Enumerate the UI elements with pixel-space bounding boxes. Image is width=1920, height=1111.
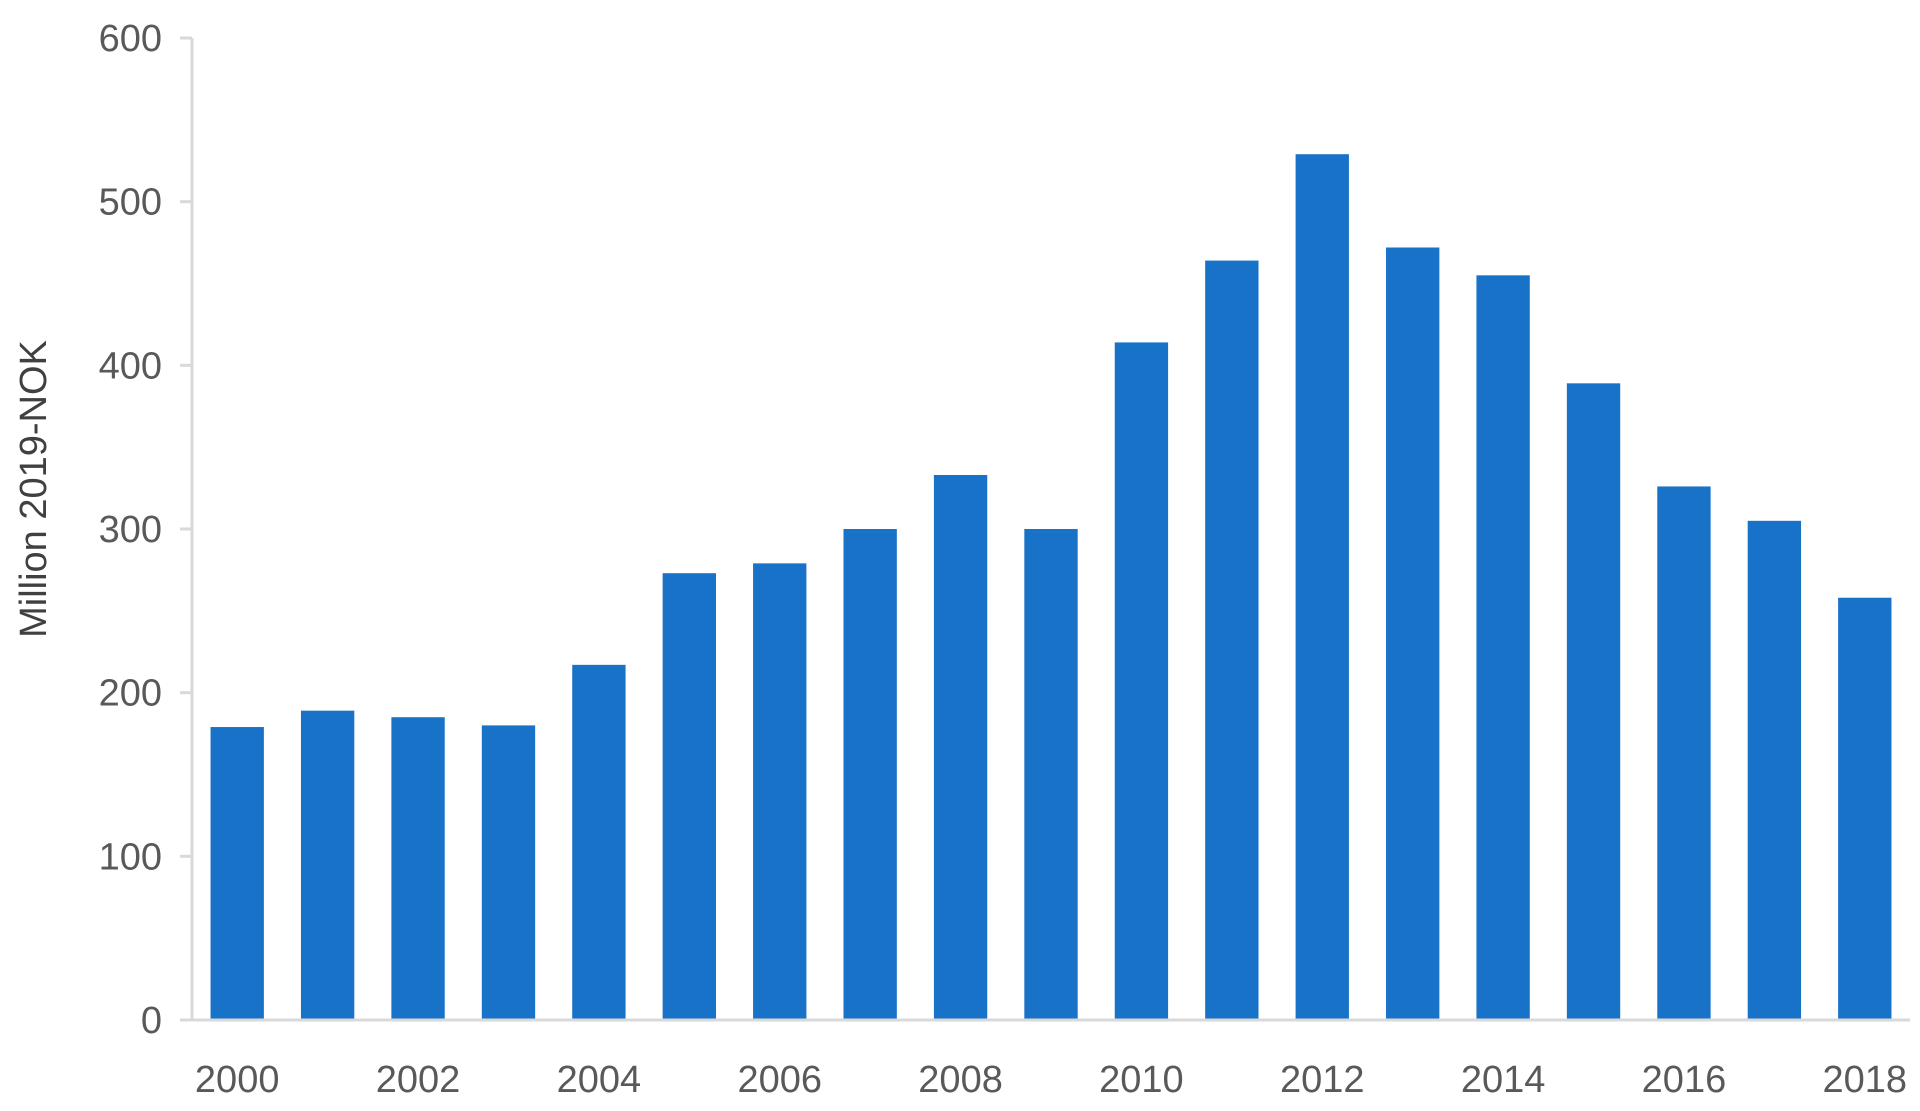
y-axis-ticks: 0 100 200 300 400 500 600 bbox=[99, 18, 192, 1042]
y-tick-label: 200 bbox=[99, 673, 162, 715]
bar-2008 bbox=[933, 474, 988, 1020]
y-axis-title: Million 2019-NOK bbox=[13, 340, 55, 638]
x-tick-label: 2008 bbox=[918, 1059, 1003, 1101]
bar-2011 bbox=[1205, 260, 1259, 1020]
x-tick-label: 2014 bbox=[1461, 1059, 1546, 1101]
bar-2015 bbox=[1566, 383, 1621, 1020]
x-tick-label: 2018 bbox=[1823, 1059, 1908, 1101]
x-tick-label: 2016 bbox=[1642, 1059, 1727, 1101]
bar-2006 bbox=[753, 563, 807, 1020]
bar-2014 bbox=[1476, 275, 1530, 1021]
bar-2005 bbox=[662, 573, 716, 1020]
x-tick-label: 2012 bbox=[1280, 1059, 1365, 1101]
x-tick-label: 2002 bbox=[376, 1059, 461, 1101]
bar-2004 bbox=[572, 664, 626, 1020]
bar-2017 bbox=[1747, 520, 1802, 1020]
x-tick-label: 2000 bbox=[195, 1059, 280, 1101]
bar-2012 bbox=[1295, 154, 1349, 1020]
y-tick-label: 500 bbox=[99, 182, 162, 224]
bar-2018 bbox=[1838, 597, 1892, 1020]
bars bbox=[210, 154, 1892, 1021]
bar-2001 bbox=[300, 710, 355, 1020]
bar-2013 bbox=[1386, 247, 1440, 1020]
x-tick-label: 2006 bbox=[737, 1059, 822, 1101]
y-tick-label: 400 bbox=[99, 345, 162, 387]
bar-2002 bbox=[391, 717, 445, 1020]
bar-2010 bbox=[1114, 342, 1169, 1020]
x-tick-label: 2010 bbox=[1099, 1059, 1184, 1101]
bar-2007 bbox=[843, 529, 897, 1020]
bar-2000 bbox=[210, 727, 264, 1020]
bar-2009 bbox=[1024, 529, 1078, 1020]
y-tick-label: 100 bbox=[99, 836, 162, 878]
bar-2003 bbox=[481, 725, 536, 1020]
y-tick-label: 300 bbox=[99, 509, 162, 551]
x-axis-ticks: 2000 2002 2004 2006 2008 2010 2012 2014 2016 2018 bbox=[195, 1059, 1907, 1101]
bar-2016 bbox=[1657, 486, 1711, 1020]
x-tick-label: 2004 bbox=[557, 1059, 642, 1101]
y-tick-label: 0 bbox=[141, 1000, 162, 1042]
y-tick-label: 600 bbox=[99, 18, 162, 60]
